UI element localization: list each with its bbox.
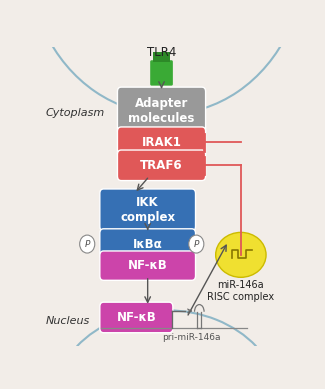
- Circle shape: [80, 235, 95, 253]
- Text: Adapter
molecules: Adapter molecules: [128, 97, 195, 125]
- Text: IKK
complex: IKK complex: [120, 196, 175, 224]
- FancyBboxPatch shape: [100, 229, 196, 259]
- Text: pri-miR-146a: pri-miR-146a: [162, 333, 221, 342]
- Text: TRAF6: TRAF6: [140, 159, 183, 172]
- FancyBboxPatch shape: [150, 60, 173, 86]
- Text: NF-κB: NF-κB: [116, 311, 156, 324]
- FancyBboxPatch shape: [100, 189, 196, 231]
- Text: Cytoplasm: Cytoplasm: [46, 108, 105, 117]
- FancyBboxPatch shape: [153, 52, 170, 62]
- FancyBboxPatch shape: [117, 150, 206, 180]
- FancyBboxPatch shape: [117, 87, 206, 135]
- FancyBboxPatch shape: [100, 251, 196, 280]
- Circle shape: [189, 235, 204, 253]
- Text: Nucleus: Nucleus: [46, 316, 90, 326]
- FancyBboxPatch shape: [117, 127, 206, 158]
- Text: IκBα: IκBα: [133, 238, 162, 251]
- Text: NF-κB: NF-κB: [128, 259, 168, 272]
- Text: P: P: [194, 240, 199, 249]
- Ellipse shape: [216, 232, 266, 277]
- FancyBboxPatch shape: [100, 302, 173, 333]
- Text: TLR4: TLR4: [147, 46, 176, 59]
- Text: P: P: [84, 240, 90, 249]
- Text: miR-146a
RISC complex: miR-146a RISC complex: [207, 280, 274, 302]
- Text: IRAK1: IRAK1: [142, 136, 181, 149]
